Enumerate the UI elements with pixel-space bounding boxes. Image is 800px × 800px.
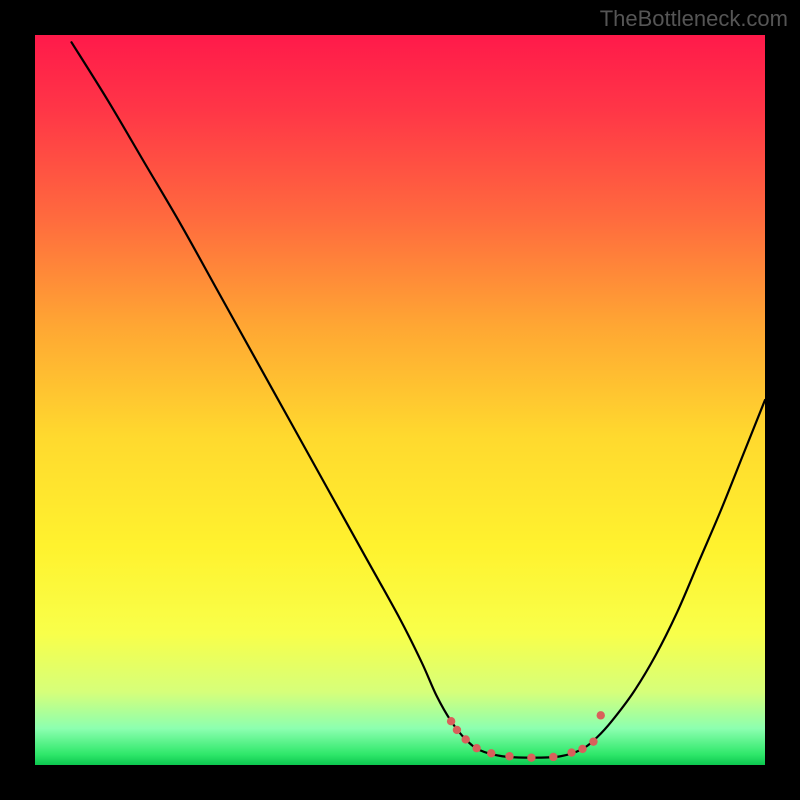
plot-area <box>35 35 765 765</box>
curve-marker <box>505 752 513 760</box>
curve-marker <box>527 754 535 762</box>
curve-marker <box>567 748 575 756</box>
curve-marker <box>453 726 461 734</box>
watermark-text: TheBottleneck.com <box>600 6 788 32</box>
curve-marker <box>472 744 480 752</box>
curve-marker <box>578 745 586 753</box>
curve-marker <box>462 735 470 743</box>
curve-marker <box>589 737 597 745</box>
curve-marker <box>447 717 455 725</box>
curve-marker <box>549 753 557 761</box>
curve-marker <box>487 749 495 757</box>
curve-marker <box>597 711 605 719</box>
chart-svg <box>35 35 765 765</box>
